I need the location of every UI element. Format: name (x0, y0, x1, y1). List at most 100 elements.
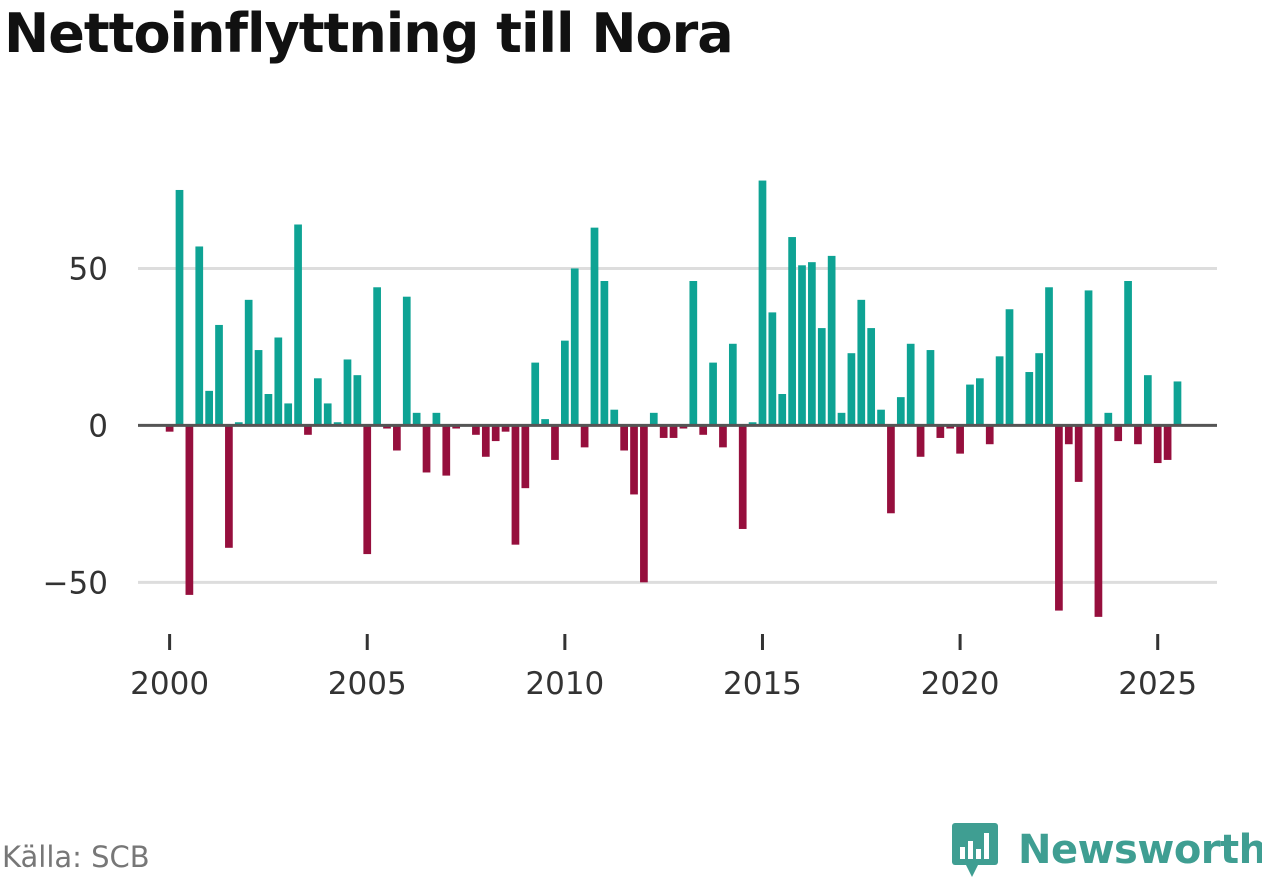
x-tick-label: 2015 (723, 666, 802, 702)
bar (689, 281, 698, 426)
bar (353, 375, 362, 426)
bar (610, 409, 619, 426)
bar (877, 409, 885, 426)
bar (857, 299, 866, 426)
bar (817, 328, 826, 426)
bar (1143, 375, 1152, 426)
y-tick-label: −50 (43, 565, 108, 601)
bar (847, 353, 856, 426)
bar (649, 412, 658, 426)
bar (491, 425, 500, 442)
bar (669, 425, 678, 438)
bar (234, 422, 243, 426)
bar (393, 425, 401, 451)
axes: 50 0 −50 2000 2005 2010 2015 2020 2025 (43, 251, 1217, 702)
bar (501, 425, 510, 432)
bar (896, 397, 905, 426)
bar (808, 262, 816, 426)
bar (590, 227, 599, 426)
bars (165, 180, 1182, 617)
bar (343, 359, 352, 426)
bar (244, 299, 253, 426)
bar (1035, 353, 1043, 426)
bar (323, 403, 332, 426)
bar (215, 324, 223, 426)
bar (205, 390, 213, 426)
bar (758, 180, 767, 426)
bar (748, 422, 757, 426)
chart-title: Nettoinflyttning till Nora (4, 2, 734, 65)
bar (541, 419, 549, 426)
bar (432, 412, 441, 426)
bar (284, 403, 293, 426)
bar (1084, 290, 1093, 426)
bar (956, 425, 964, 454)
bar (452, 425, 461, 429)
x-tick-label: 2010 (525, 666, 604, 702)
bar (551, 425, 559, 460)
bar (363, 425, 372, 555)
bar (738, 425, 747, 529)
bar (640, 425, 648, 583)
bar (304, 425, 312, 435)
bar (264, 394, 273, 426)
y-tick-label: 50 (69, 251, 108, 287)
bar (827, 255, 836, 426)
bar (1153, 425, 1162, 464)
bar (274, 337, 283, 426)
bar (531, 362, 540, 426)
bar (630, 425, 638, 495)
bar (887, 425, 895, 514)
bar (600, 281, 609, 426)
x-tick-label: 2025 (1118, 666, 1197, 702)
x-tick-label: 2020 (921, 666, 1000, 702)
bar (788, 237, 796, 426)
bar (699, 425, 708, 435)
bar (728, 343, 737, 426)
bar (837, 412, 846, 426)
bar (709, 362, 717, 426)
bar (175, 189, 184, 426)
bar-chart: 50 0 −50 2000 2005 2010 2015 2020 2025 (43, 180, 1217, 702)
bar (995, 356, 1004, 426)
bar (165, 425, 174, 432)
bar (926, 350, 935, 426)
gridlines (138, 266, 1217, 584)
bar (659, 425, 668, 438)
bar (481, 425, 490, 457)
bar (333, 422, 342, 426)
bar (1074, 425, 1083, 482)
bar (294, 224, 302, 426)
bar (373, 287, 381, 426)
bar (254, 350, 263, 426)
bar (1124, 281, 1132, 426)
source-note: Källa: SCB (2, 840, 150, 874)
bar (620, 425, 628, 451)
bar (916, 425, 925, 457)
bar (936, 425, 945, 438)
bar (1064, 425, 1073, 445)
bar (561, 340, 569, 426)
bar (1025, 372, 1034, 426)
bar (906, 343, 915, 426)
bar (966, 384, 974, 426)
bar (1005, 309, 1014, 426)
brand-logo[interactable]: Newsworthy (950, 820, 1262, 880)
bar (1045, 287, 1053, 426)
newsworthy-logo-icon (952, 823, 998, 877)
bar (778, 394, 787, 426)
bar (442, 425, 451, 476)
bar (1173, 381, 1182, 426)
bar (985, 425, 994, 445)
bar (225, 425, 233, 548)
x-tick-label: 2000 (130, 666, 209, 702)
bar (521, 425, 530, 489)
bar (719, 425, 727, 448)
bar (768, 312, 777, 426)
bar (1114, 425, 1123, 442)
bar (472, 425, 480, 435)
bar (946, 425, 955, 429)
bar (1163, 425, 1172, 460)
bar (1055, 425, 1063, 611)
bar (511, 425, 520, 545)
